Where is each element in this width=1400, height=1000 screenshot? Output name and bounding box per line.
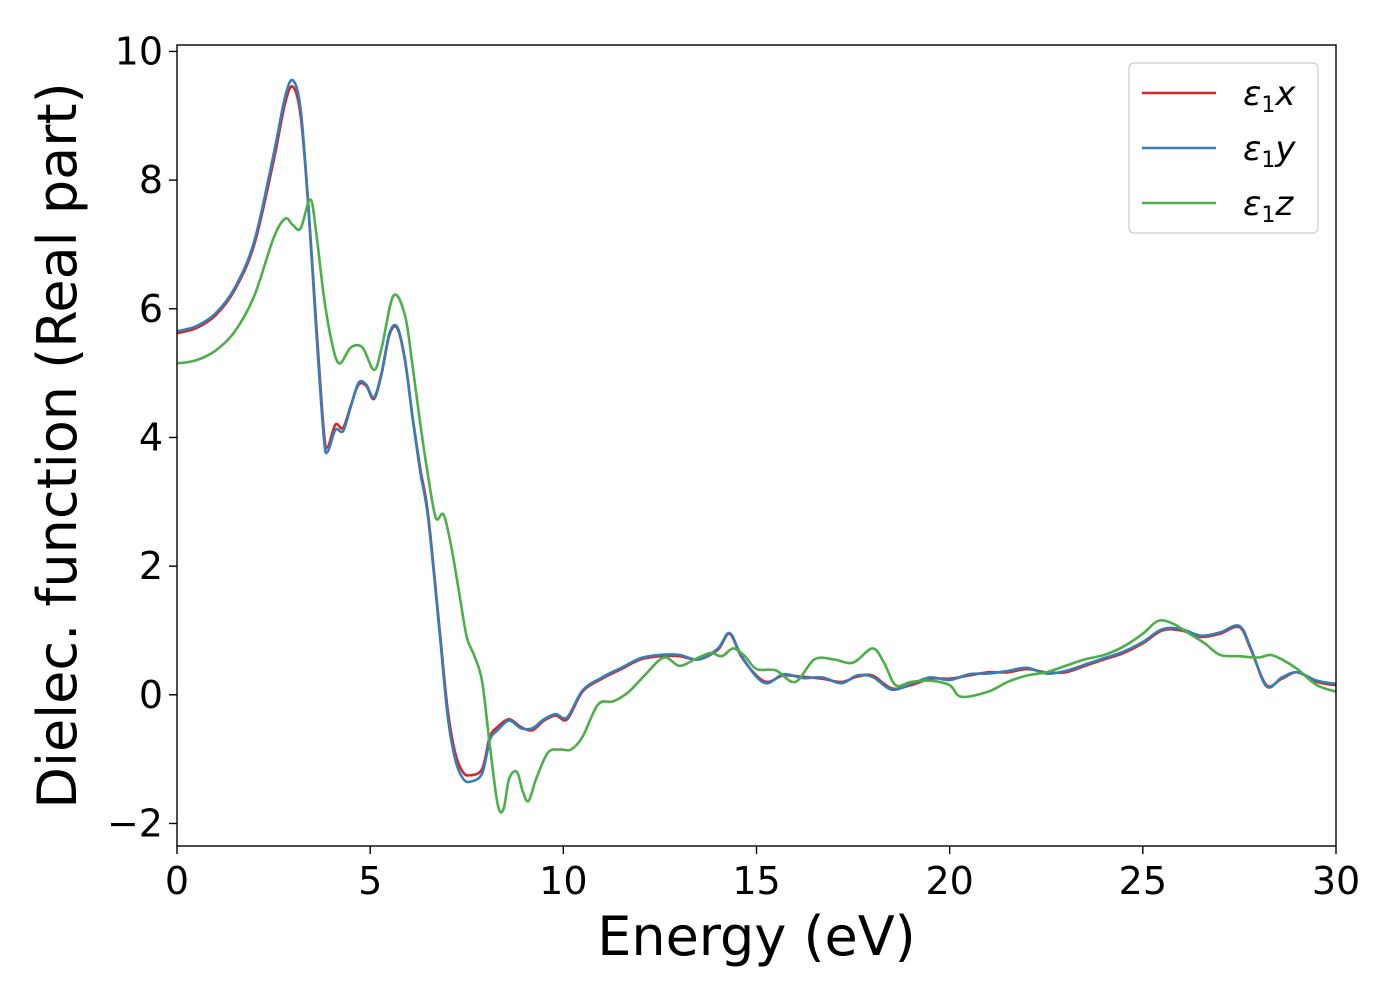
y-tick-label: 0 xyxy=(139,673,163,717)
x-tick-label: 10 xyxy=(539,859,587,903)
y-axis-label: Dielec. function (Real part) xyxy=(26,82,89,808)
legend-box xyxy=(1128,62,1319,234)
y-tick-label: 2 xyxy=(139,544,163,588)
legend-entry: ε1x xyxy=(1243,74,1296,118)
series-line-y xyxy=(177,78,1336,784)
x-tick-label: 25 xyxy=(1119,859,1167,903)
series-layer xyxy=(177,78,1336,814)
x-tick-label: 20 xyxy=(925,859,973,903)
x-tick-label: 5 xyxy=(358,859,382,903)
x-axis-label: Energy (eV) xyxy=(597,905,916,968)
y-tick-label: −2 xyxy=(107,801,163,845)
y-tick-label: 10 xyxy=(115,29,163,73)
y-tick-label: 8 xyxy=(139,158,163,202)
x-tick-label: 0 xyxy=(165,859,189,903)
y-tick-label: 4 xyxy=(139,415,163,459)
x-tick-label: 30 xyxy=(1312,859,1360,903)
legend-entry: ε1z xyxy=(1243,184,1294,228)
series-line-z xyxy=(177,198,1336,814)
y-tick-label: 6 xyxy=(139,287,163,331)
legend: ε1x ε1y ε1z xyxy=(1128,62,1319,234)
legend-entry: ε1y xyxy=(1243,129,1296,173)
x-tick-label: 15 xyxy=(732,859,780,903)
